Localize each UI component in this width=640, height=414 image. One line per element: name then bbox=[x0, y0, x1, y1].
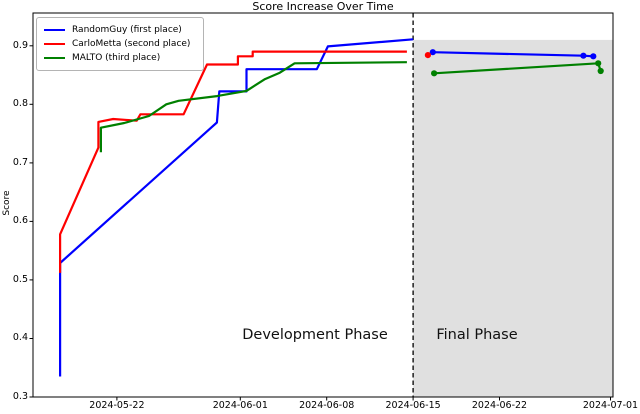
axes-border bbox=[32, 12, 614, 398]
legend-item-label: MALTO (third place) bbox=[72, 52, 161, 63]
y-tick-label: 0.8 bbox=[12, 98, 28, 110]
final-phase-label: Final Phase bbox=[436, 327, 518, 343]
legend-item: MALTO (third place) bbox=[44, 51, 196, 65]
development-phase-label: Development Phase bbox=[242, 327, 388, 343]
x-tick-label: 2024-06-15 bbox=[385, 400, 441, 411]
x-tick-label: 2024-05-22 bbox=[89, 400, 145, 411]
series-randomguy-line bbox=[58, 38, 414, 377]
series-malto-marker bbox=[597, 67, 604, 75]
y-tick-label: 0.6 bbox=[12, 215, 28, 227]
series-malto-marker bbox=[595, 60, 602, 67]
legend-item-label: CarloMetta (second place) bbox=[72, 38, 191, 49]
x-tick-label: 2024-06-01 bbox=[212, 400, 268, 411]
series-malto-line bbox=[99, 61, 407, 153]
y-tick-label: 0.5 bbox=[12, 273, 28, 285]
series-malto-marker bbox=[431, 70, 438, 77]
x-tick-label: 2024-06-08 bbox=[299, 400, 355, 411]
series-randomguy-marker bbox=[590, 53, 597, 60]
chart-title: Score Increase Over Time bbox=[252, 0, 394, 13]
y-tick-label: 0.3 bbox=[12, 391, 28, 402]
legend-line-swatch bbox=[44, 28, 65, 32]
series-randomguy-marker bbox=[429, 49, 436, 56]
legend-item: RandomGuy (first place) bbox=[44, 23, 196, 37]
legend-item: CarloMetta (second place) bbox=[44, 37, 196, 51]
legend-item-label: RandomGuy (first place) bbox=[72, 24, 182, 35]
y-tick-label: 0.4 bbox=[12, 332, 28, 344]
legend-line-swatch bbox=[44, 56, 65, 60]
x-tick-label: 2024-07-01 bbox=[582, 400, 639, 411]
series-carlometta-marker bbox=[424, 52, 431, 59]
y-axis-label: Score bbox=[2, 190, 12, 216]
y-tick-label: 0.7 bbox=[12, 156, 28, 168]
series-randomguy-marker bbox=[580, 52, 587, 59]
x-tick-label: 2024-06-22 bbox=[471, 400, 528, 411]
final-phase-region bbox=[413, 39, 613, 398]
legend-line-swatch bbox=[44, 42, 65, 46]
y-tick-label: 0.9 bbox=[12, 39, 28, 51]
series-carlometta-line bbox=[58, 50, 407, 273]
legend: RandomGuy (first place) CarloMetta (secon… bbox=[36, 17, 204, 71]
